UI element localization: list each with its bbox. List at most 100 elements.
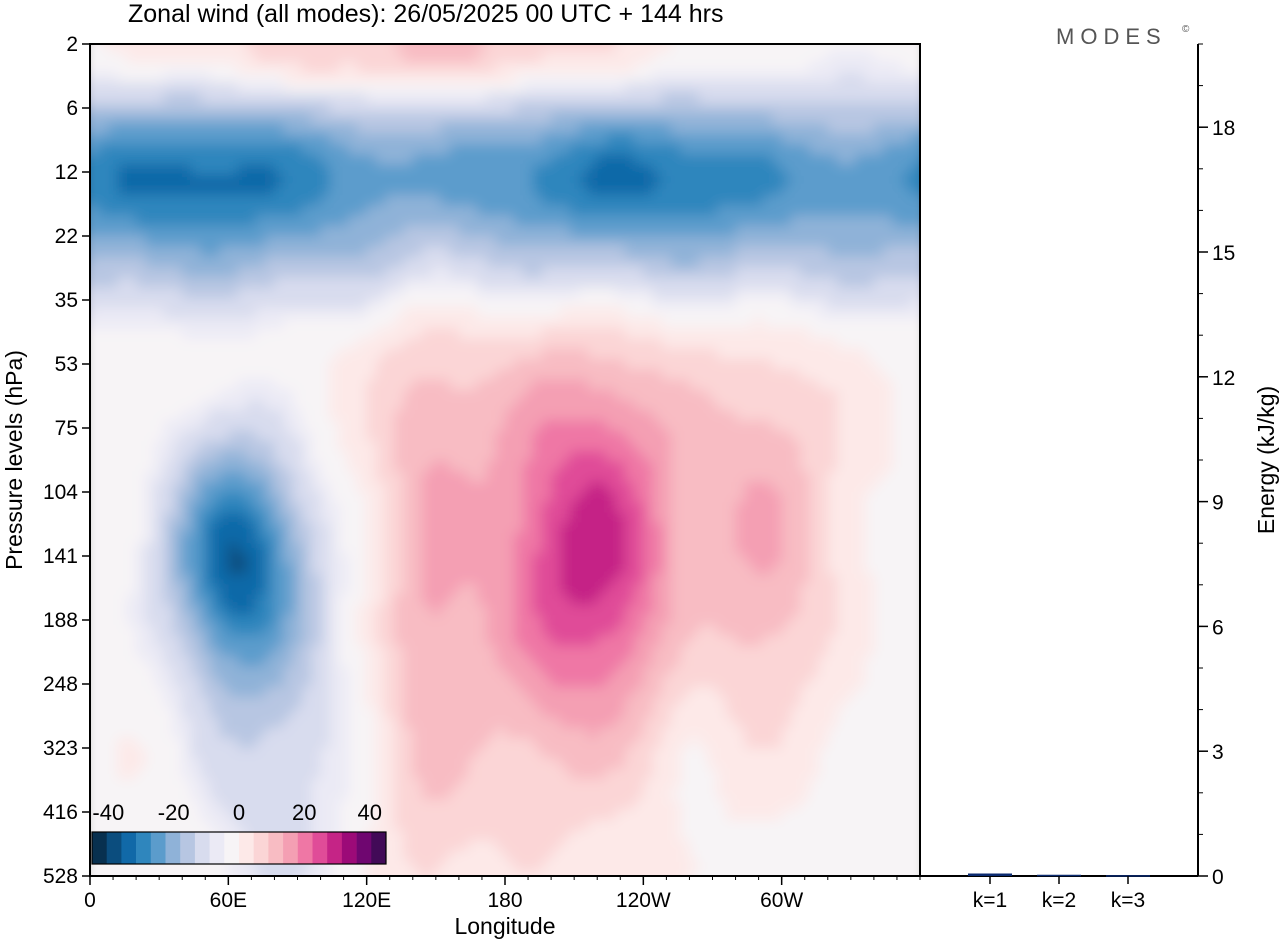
heatmap-cell <box>541 573 552 585</box>
heatmap-cell <box>652 82 663 94</box>
heatmap-cell <box>163 471 174 483</box>
heatmap-cell <box>606 440 617 452</box>
heatmap-cell <box>209 164 220 176</box>
heatmap-cell <box>864 399 875 411</box>
heatmap-cell <box>108 358 119 370</box>
heatmap-cell <box>486 72 497 83</box>
heatmap-cell <box>486 184 497 196</box>
heatmap-cell <box>449 317 460 329</box>
heatmap-cell <box>265 31 275 42</box>
heatmap-cell <box>339 154 349 165</box>
heatmap-cell <box>873 287 884 298</box>
heatmap-cell <box>292 492 303 503</box>
heatmap-cell <box>551 451 561 462</box>
heatmap-cell <box>495 92 506 104</box>
heatmap-cell <box>117 277 128 288</box>
heatmap-cell <box>329 533 340 544</box>
heatmap-cell <box>486 369 497 380</box>
heatmap-cell <box>892 328 903 339</box>
heatmap-cell <box>136 102 146 114</box>
heatmap-cell <box>292 256 303 268</box>
heatmap-cell <box>800 287 810 298</box>
heatmap-cell <box>449 184 460 196</box>
heatmap-cell <box>818 451 829 462</box>
heatmap-cell <box>864 164 875 176</box>
heatmap-cell <box>597 573 607 585</box>
heatmap-cell <box>680 236 690 247</box>
heatmap-cell <box>117 225 128 237</box>
heatmap-cell <box>209 297 220 309</box>
heatmap-cell <box>763 389 773 401</box>
heatmap-cell <box>514 533 524 544</box>
heatmap-cell <box>366 358 377 370</box>
heatmap-cell <box>375 420 386 432</box>
heatmap-cell <box>551 369 561 380</box>
heatmap-cell <box>837 399 847 411</box>
heatmap-cell <box>818 184 829 196</box>
heatmap-cell <box>837 563 847 575</box>
heatmap-cell <box>126 61 137 73</box>
heatmap-cell <box>818 399 829 411</box>
heatmap-cell <box>311 451 322 462</box>
heatmap-cell <box>717 287 727 298</box>
heatmap-field <box>90 31 920 876</box>
heatmap-cell <box>754 369 764 380</box>
heatmap-cell <box>200 123 211 135</box>
heatmap-cell <box>329 307 340 319</box>
heatmap-cell <box>320 143 331 155</box>
heatmap-cell <box>883 277 893 288</box>
heatmap-cell <box>569 82 580 94</box>
heatmap-cell <box>191 246 202 257</box>
heatmap-cell <box>182 410 192 421</box>
heatmap-cell <box>671 246 681 257</box>
heatmap-cell <box>246 236 257 247</box>
heatmap-cell <box>615 92 626 104</box>
heatmap-cell <box>735 481 746 493</box>
heatmap-cell <box>394 389 405 401</box>
heatmap-cell <box>514 481 524 493</box>
heatmap-cell <box>763 236 773 247</box>
heatmap-cell <box>449 338 460 350</box>
heatmap-cell <box>523 164 534 176</box>
heatmap-cell <box>191 92 202 104</box>
heatmap-cell <box>514 410 524 421</box>
heatmap-cell <box>422 123 432 135</box>
heatmap-cell <box>173 61 183 73</box>
heatmap-cell <box>154 236 165 247</box>
heatmap-cell <box>486 82 497 94</box>
heatmap-cell <box>532 266 543 278</box>
heatmap-cell <box>726 215 737 227</box>
heatmap-cell <box>532 174 543 186</box>
heatmap-cell <box>671 338 681 350</box>
heatmap-cell <box>329 184 340 196</box>
heatmap-cell <box>311 266 322 278</box>
heatmap-cell <box>588 553 598 565</box>
heatmap-cell <box>477 143 488 155</box>
heatmap-cell <box>800 358 810 370</box>
heatmap-cell <box>892 553 903 565</box>
heatmap-cell <box>385 225 395 237</box>
heatmap-cell <box>569 113 580 124</box>
heatmap-cell <box>412 92 423 104</box>
heatmap-cell <box>182 113 192 124</box>
heatmap-cell <box>763 328 773 339</box>
heatmap-cell <box>237 533 248 544</box>
heatmap-cell <box>689 123 700 135</box>
heatmap-cell <box>901 420 912 432</box>
heatmap-cell <box>588 533 598 544</box>
heatmap-cell <box>643 246 654 257</box>
heatmap-cell <box>837 113 847 124</box>
heatmap-cell <box>237 471 248 483</box>
heatmap-cell <box>569 51 580 63</box>
heatmap-cell <box>311 174 322 186</box>
heatmap-cell <box>265 481 275 493</box>
heatmap-cell <box>385 553 395 565</box>
heatmap-cell <box>256 51 266 63</box>
heatmap-cell <box>892 174 903 186</box>
heatmap-cell <box>458 348 469 360</box>
heatmap-cell <box>689 215 700 227</box>
heatmap-cell <box>735 379 746 391</box>
heatmap-cell <box>652 553 663 565</box>
heatmap-cell <box>357 492 368 503</box>
heatmap-cell <box>412 461 423 473</box>
